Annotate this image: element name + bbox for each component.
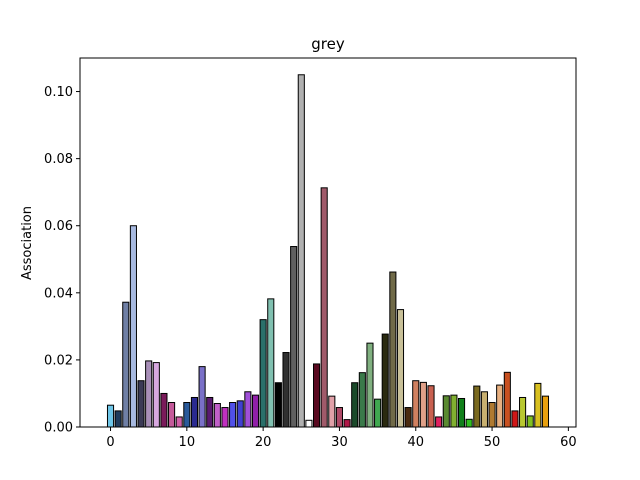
bar-56 [534,382,542,428]
bar-41 [419,381,427,428]
bar-21 [267,298,275,428]
bar-4 [137,380,145,428]
bar-23 [282,352,290,428]
bar-39 [404,407,412,428]
bar-47 [465,418,473,428]
y-tick-label-4: 0.08 [44,152,73,167]
bars-group [106,74,550,428]
x-tick-label-50: 50 [484,435,501,450]
bar-8 [168,402,176,428]
bar-0 [106,404,115,428]
bar-17 [236,400,244,428]
bar-12 [198,366,206,428]
bar-37 [389,271,397,428]
bar-3 [129,225,137,428]
bar-10 [183,402,191,428]
bar-1 [114,410,122,428]
y-tick-label-3: 0.06 [44,219,73,234]
bar-48 [473,385,481,428]
bar-44 [442,395,450,428]
x-tick-label-40: 40 [407,435,424,450]
bar-35 [374,398,382,428]
x-tick-label-30: 30 [331,435,348,450]
y-tick-label-2: 0.04 [44,286,73,301]
bar-13 [206,396,214,428]
chart-title: grey [311,35,345,53]
bar-16 [229,402,237,428]
x-tick-label-10: 10 [179,435,196,450]
x-tick-label-0: 0 [106,435,114,450]
bar-34 [366,342,374,428]
bar-49 [480,391,488,428]
plot-frame [79,57,577,428]
bar-30 [335,407,343,428]
bar-43 [435,416,443,428]
bar-6 [152,362,160,428]
y-tick-label-1: 0.02 [44,353,73,368]
bar-54 [519,396,527,428]
bar-45 [450,394,458,428]
bar-9 [175,416,183,428]
bar-2 [122,301,130,428]
bar-57 [541,395,550,428]
bar-36 [381,333,389,428]
bar-20 [259,319,267,428]
bar-24 [290,246,298,428]
y-tick-label-0: 0.00 [44,421,73,436]
bar-18 [244,391,252,428]
bar-11 [190,396,199,428]
bar-51 [496,384,504,428]
bar-29 [328,395,336,428]
bar-55 [526,415,534,428]
bar-50 [488,402,496,428]
bar-7 [160,392,168,428]
bar-38 [396,309,405,428]
bar-32 [351,382,359,428]
bar-31 [343,419,351,428]
bar-25 [297,74,305,428]
axes-group: 0 10 20 30 40 50 60 0.00 0.02 0.04 0.06 0.08 0.10 [44,57,577,450]
bar-33 [358,372,366,428]
bar-19 [251,394,260,428]
bar-28 [320,187,328,428]
bar-46 [457,397,466,428]
bar-26 [305,419,313,428]
bar-27 [313,363,321,428]
bar-40 [412,380,420,428]
bar-15 [221,407,229,428]
bar-5 [145,360,153,428]
bar-53 [511,410,519,428]
bar-42 [427,385,435,428]
bar-52 [503,371,511,428]
y-tick-label-5: 0.10 [44,85,73,100]
bar-22 [274,382,282,428]
x-tick-label-20: 20 [255,435,272,450]
bar-14 [213,403,221,428]
x-tick-label-60: 60 [560,435,577,450]
y-axis-label: Association [20,206,35,280]
